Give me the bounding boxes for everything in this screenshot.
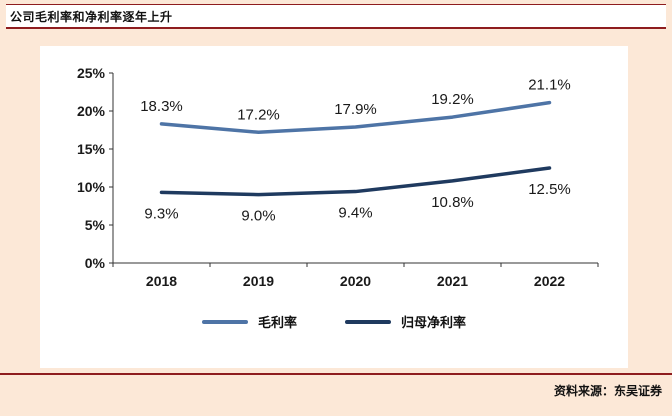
page-title: 公司毛利率和净利率逐年上升 <box>10 9 173 24</box>
line-chart: 0% 5% 10% 15% 20% 25% 2018 2019 2020 2021 2022 18.3… <box>77 65 599 289</box>
source-footer: 资料来源：东吴证券 <box>0 373 672 416</box>
chart-panel: 0% 5% 10% 15% 20% 25% 2018 2019 2020 2021 2022 18.3… <box>40 46 628 368</box>
svg-text:17.9%: 17.9% <box>334 101 377 118</box>
svg-text:10%: 10% <box>77 179 106 195</box>
svg-text:18.3%: 18.3% <box>140 98 183 115</box>
svg-text:20%: 20% <box>77 103 106 119</box>
svg-text:2021: 2021 <box>437 273 468 289</box>
svg-text:19.2%: 19.2% <box>431 91 474 108</box>
source-text: 资料来源：东吴证券 <box>553 384 662 398</box>
svg-text:17.2%: 17.2% <box>237 106 280 123</box>
svg-text:2022: 2022 <box>534 273 565 289</box>
svg-text:0%: 0% <box>85 255 106 271</box>
legend-label: 归母净利率 <box>401 315 467 330</box>
svg-text:9.4%: 9.4% <box>338 205 372 222</box>
svg-text:2019: 2019 <box>243 273 274 289</box>
title-bar: 公司毛利率和净利率逐年上升 <box>6 4 666 29</box>
net-margin-line-swatch <box>345 319 391 324</box>
svg-text:21.1%: 21.1% <box>528 77 571 94</box>
legend-label: 毛利率 <box>257 315 297 330</box>
legend-item: 归母净利率 <box>345 312 466 331</box>
svg-text:12.5%: 12.5% <box>528 181 571 198</box>
svg-text:25%: 25% <box>77 65 106 81</box>
svg-text:10.8%: 10.8% <box>431 194 474 211</box>
svg-text:5%: 5% <box>85 217 106 233</box>
chart-legend: 毛利率 归母净利率 <box>40 312 628 331</box>
legend-item: 毛利率 <box>201 312 297 331</box>
gross-margin-line-swatch <box>201 319 248 324</box>
svg-text:2020: 2020 <box>340 273 371 289</box>
svg-text:2018: 2018 <box>146 273 177 289</box>
svg-text:15%: 15% <box>77 141 106 157</box>
svg-text:9.0%: 9.0% <box>241 208 275 225</box>
svg-text:9.3%: 9.3% <box>144 205 178 222</box>
